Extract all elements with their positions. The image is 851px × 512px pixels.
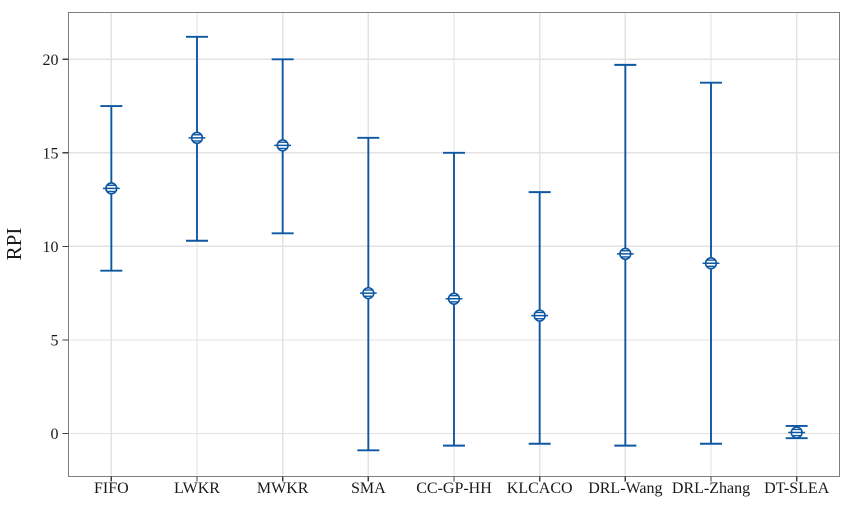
x-tick-label: DRL-Zhang	[672, 480, 750, 497]
y-tick-label: 5	[51, 332, 59, 349]
interval-point	[271, 58, 294, 235]
y-tick-label: 15	[43, 145, 59, 162]
y-tick-label: 20	[43, 52, 59, 69]
interval-point	[700, 81, 722, 445]
interval-point	[614, 63, 637, 447]
y-tick-label: 0	[51, 426, 59, 443]
x-tick-label: KLCACO	[507, 480, 573, 497]
x-tick-label: DRL-Wang	[588, 480, 662, 497]
interval-point	[443, 151, 465, 447]
x-tick-label: MWKR	[257, 480, 309, 497]
x-tick-label: LWKR	[174, 480, 220, 497]
interval-point	[785, 425, 808, 440]
x-tick-label: FIFO	[94, 480, 129, 497]
y-tick-label: 10	[43, 239, 59, 256]
x-tick-label: SMA	[351, 480, 386, 497]
x-tick-label: DT-SLEA	[764, 480, 830, 497]
y-axis-title: RPI	[2, 228, 26, 261]
interval-point	[186, 35, 208, 242]
interval-point	[100, 105, 123, 272]
interval-point	[528, 191, 551, 445]
interval-point	[357, 136, 380, 452]
x-tick-label: CC-GP-HH	[416, 480, 492, 497]
